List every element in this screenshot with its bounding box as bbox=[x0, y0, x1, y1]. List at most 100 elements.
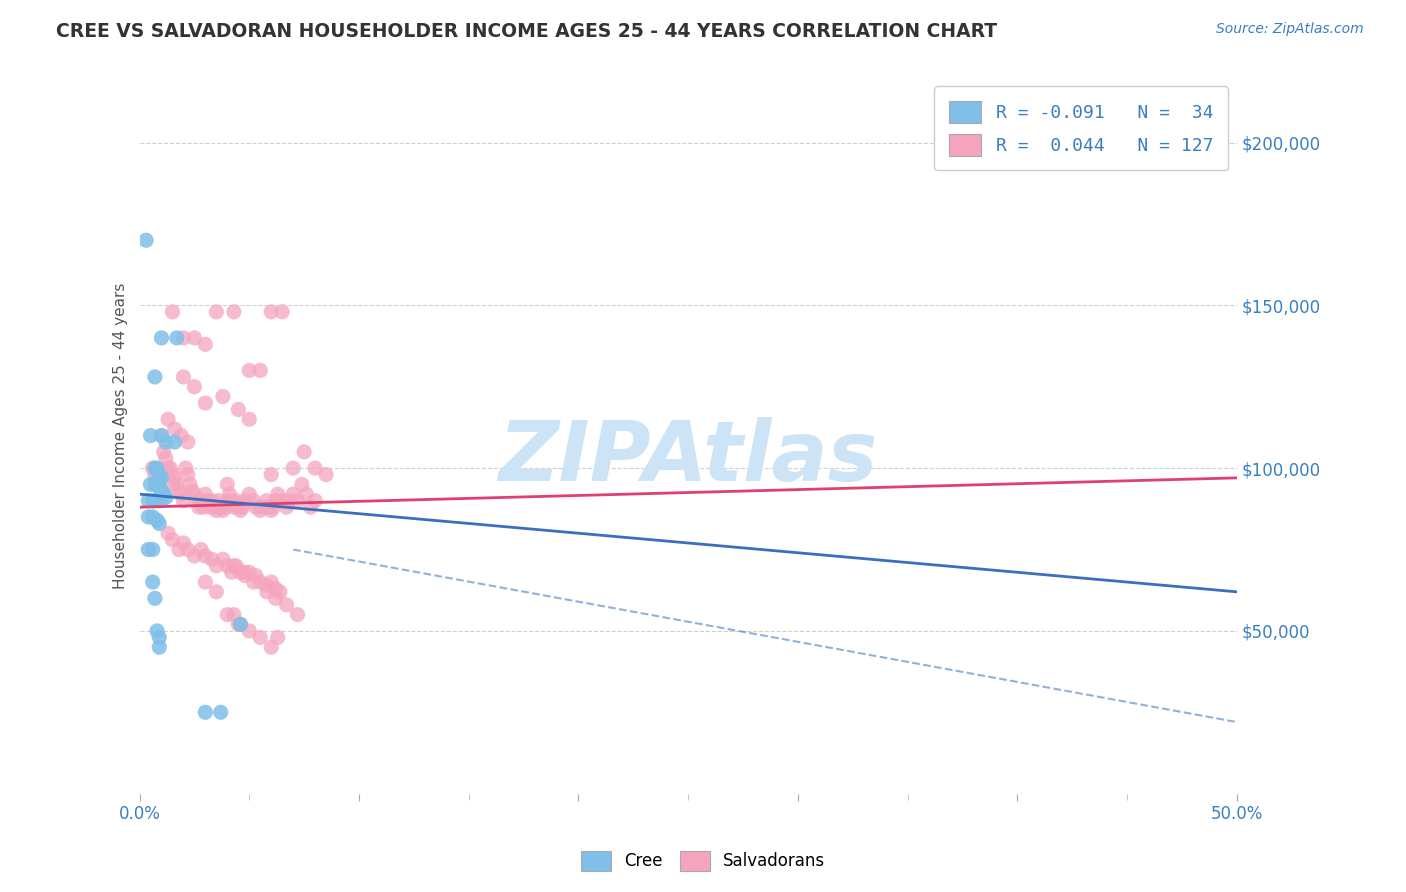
Point bbox=[197, 493, 219, 508]
Point bbox=[148, 516, 170, 531]
Point bbox=[202, 500, 225, 515]
Point bbox=[256, 493, 278, 508]
Point bbox=[267, 631, 290, 645]
Point bbox=[260, 640, 283, 655]
Point bbox=[146, 493, 169, 508]
Point bbox=[157, 526, 180, 541]
Point bbox=[207, 493, 229, 508]
Point bbox=[269, 584, 291, 599]
Point bbox=[264, 582, 287, 596]
Point bbox=[159, 461, 181, 475]
Point bbox=[148, 631, 170, 645]
Point bbox=[212, 503, 235, 517]
Point bbox=[205, 305, 228, 319]
Point bbox=[194, 337, 217, 351]
Point bbox=[291, 477, 314, 491]
Point bbox=[226, 617, 249, 632]
Point bbox=[225, 558, 247, 573]
Point bbox=[205, 584, 228, 599]
Point bbox=[287, 607, 309, 622]
Point bbox=[183, 549, 205, 563]
Point bbox=[183, 331, 205, 345]
Point bbox=[201, 493, 224, 508]
Legend: R = -0.091   N =  34, R =  0.044   N = 127: R = -0.091 N = 34, R = 0.044 N = 127 bbox=[935, 87, 1227, 170]
Point bbox=[143, 591, 166, 606]
Point bbox=[238, 624, 260, 638]
Point bbox=[238, 363, 260, 377]
Point bbox=[142, 575, 165, 590]
Point bbox=[167, 483, 190, 498]
Point bbox=[209, 706, 232, 720]
Point bbox=[152, 487, 174, 501]
Point bbox=[262, 500, 284, 515]
Text: CREE VS SALVADORAN HOUSEHOLDER INCOME AGES 25 - 44 YEARS CORRELATION CHART: CREE VS SALVADORAN HOUSEHOLDER INCOME AG… bbox=[56, 22, 997, 41]
Point bbox=[242, 493, 264, 508]
Point bbox=[232, 500, 254, 515]
Point bbox=[209, 500, 232, 515]
Point bbox=[166, 477, 188, 491]
Point bbox=[172, 331, 194, 345]
Point bbox=[170, 428, 193, 442]
Point bbox=[304, 461, 326, 475]
Point bbox=[233, 566, 256, 580]
Point bbox=[148, 474, 170, 488]
Point bbox=[177, 542, 200, 557]
Point bbox=[267, 487, 290, 501]
Point bbox=[167, 542, 190, 557]
Point bbox=[146, 624, 169, 638]
Point bbox=[139, 477, 162, 491]
Point bbox=[148, 640, 170, 655]
Point bbox=[249, 631, 271, 645]
Point bbox=[222, 305, 245, 319]
Point bbox=[194, 487, 217, 501]
Point bbox=[146, 461, 169, 475]
Point bbox=[276, 500, 298, 515]
Point bbox=[194, 575, 217, 590]
Point bbox=[221, 493, 243, 508]
Point bbox=[194, 706, 217, 720]
Point bbox=[287, 493, 309, 508]
Point bbox=[146, 513, 169, 527]
Point bbox=[249, 503, 271, 517]
Point bbox=[194, 396, 217, 410]
Point bbox=[264, 493, 287, 508]
Point bbox=[136, 542, 159, 557]
Point bbox=[205, 558, 228, 573]
Point bbox=[181, 483, 204, 498]
Point bbox=[299, 500, 322, 515]
Point bbox=[245, 568, 267, 582]
Point bbox=[163, 471, 186, 485]
Point bbox=[260, 575, 283, 590]
Point bbox=[150, 428, 173, 442]
Point bbox=[148, 467, 170, 482]
Point bbox=[150, 471, 173, 485]
Point bbox=[155, 451, 177, 466]
Point bbox=[276, 598, 298, 612]
Point bbox=[139, 428, 162, 442]
Point bbox=[143, 370, 166, 384]
Point bbox=[177, 435, 200, 450]
Point bbox=[229, 503, 252, 517]
Point bbox=[212, 552, 235, 566]
Point bbox=[225, 493, 247, 508]
Point bbox=[143, 477, 166, 491]
Point bbox=[292, 445, 315, 459]
Point bbox=[146, 477, 169, 491]
Point bbox=[260, 503, 283, 517]
Text: Source: ZipAtlas.com: Source: ZipAtlas.com bbox=[1216, 22, 1364, 37]
Point bbox=[157, 412, 180, 426]
Point bbox=[143, 467, 166, 482]
Point bbox=[172, 370, 194, 384]
Point bbox=[177, 467, 200, 482]
Point bbox=[157, 461, 180, 475]
Point bbox=[194, 549, 217, 563]
Point bbox=[172, 493, 194, 508]
Point bbox=[256, 578, 278, 592]
Point bbox=[212, 389, 235, 403]
Point bbox=[155, 491, 177, 505]
Point bbox=[271, 493, 294, 508]
Point bbox=[238, 487, 260, 501]
Point bbox=[214, 500, 236, 515]
Point bbox=[205, 503, 228, 517]
Point bbox=[179, 477, 201, 491]
